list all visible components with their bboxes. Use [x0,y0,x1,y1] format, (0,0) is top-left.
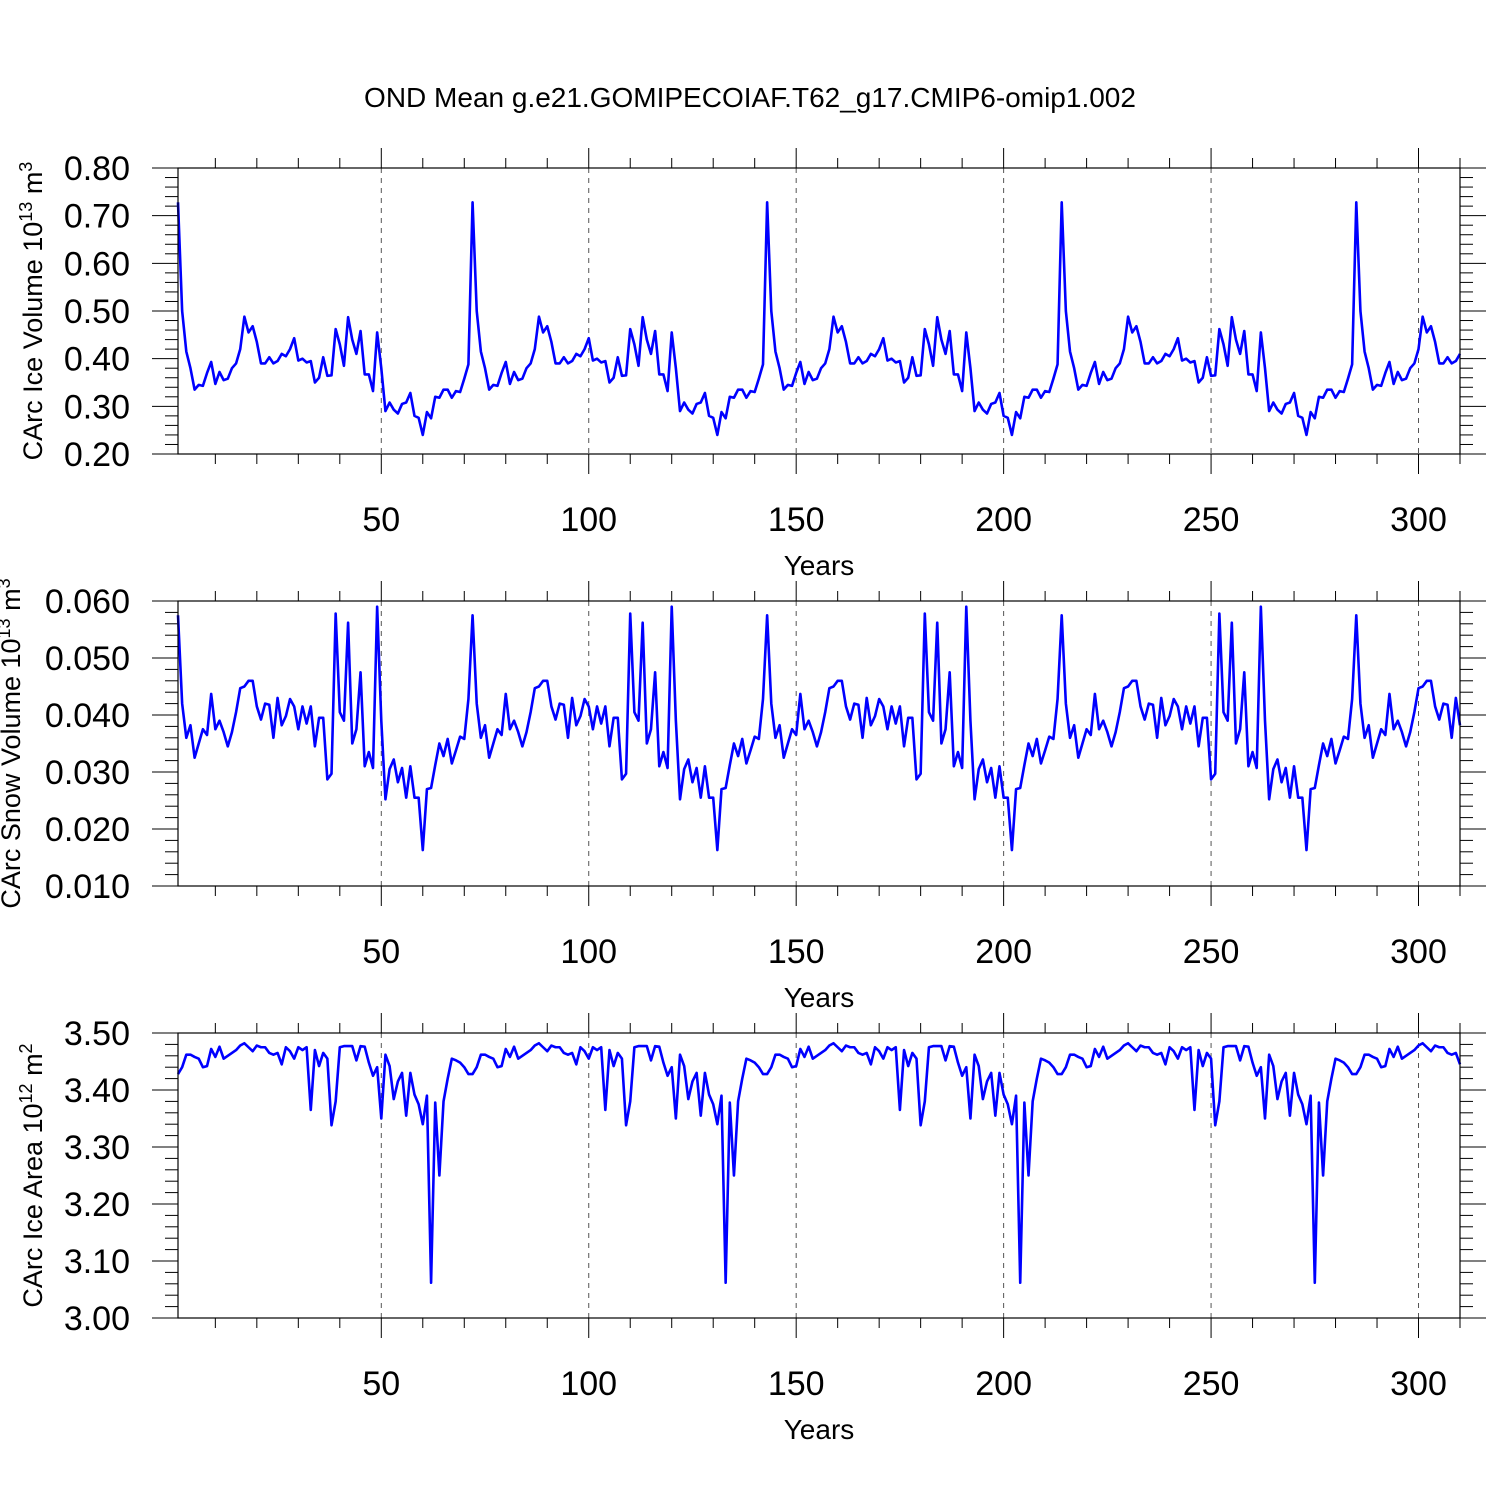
x-tick-label: 100 [560,933,617,971]
x-axis-title: Years [784,1414,855,1445]
x-tick-label: 50 [362,933,400,971]
plot-frame [177,167,1461,455]
y-tick-label: 0.030 [45,754,130,792]
x-tick-label: 200 [975,501,1032,539]
y-tick-label: 3.10 [64,1243,130,1281]
x-tick-label: 300 [1390,501,1447,539]
chart-title: OND Mean g.e21.GOMIPECOIAF.T62_g17.CMIP6… [364,82,1136,113]
ice-volume-panel: 0.20 0.30 0.40 0.50 0.60 0.70 0.80 50 100 150 200 2… [16,148,1486,581]
y-tick-label: 0.020 [45,811,130,849]
x-tick-label: 300 [1390,1365,1447,1403]
y-tick-label: 3.50 [64,1015,130,1053]
x-axis-title: Years [784,550,855,581]
y-tick-label: 0.060 [45,583,130,621]
y-tick-label: 0.50 [64,293,130,331]
x-tick-label: 200 [975,933,1032,971]
x-tick-label: 250 [1183,1365,1240,1403]
x-tick-label: 150 [768,933,825,971]
plot-frame [177,600,1461,887]
y-tick-label: 0.010 [45,868,130,906]
y-tick-label: 3.20 [64,1186,130,1224]
y-axis-title: CArc Snow Volume 1013 m3 [0,578,26,908]
y-tick-label: 3.40 [64,1072,130,1110]
y-tick-label: 0.60 [64,245,130,283]
x-tick-label: 300 [1390,933,1447,971]
y-axis-title: CArc Ice Volume 1013 m3 [16,162,48,461]
data-series-line [176,1041,1462,1284]
x-tick-label: 100 [560,1365,617,1403]
x-tick-label: 50 [362,1365,400,1403]
x-tick-label: 200 [975,1365,1032,1403]
x-tick-label: 150 [768,1365,825,1403]
plot-frame [177,1032,1461,1319]
y-axis-title: CArc Ice Area 1012 m2 [16,1043,48,1307]
y-tick-label: 0.040 [45,697,130,735]
y-tick-label: 0.20 [64,436,130,474]
data-series-line [176,605,1462,852]
y-tick-label: 3.30 [64,1129,130,1167]
y-tick-label: 0.050 [45,640,130,678]
y-tick-label: 0.70 [64,198,130,236]
y-tick-label: 3.00 [64,1300,130,1338]
x-axis-title: Years [784,982,855,1013]
x-tick-label: 250 [1183,933,1240,971]
y-tick-label: 0.30 [64,388,130,426]
x-tick-label: 250 [1183,501,1240,539]
x-tick-label: 150 [768,501,825,539]
x-tick-label: 50 [362,501,400,539]
y-tick-label: 0.40 [64,341,130,379]
data-series-line [176,201,1462,437]
snow-volume-panel: 0.010 0.020 0.030 0.040 0.050 0.060 50 100 150 20… [0,578,1486,1013]
x-tick-label: 100 [560,501,617,539]
ice-area-panel: 3.00 3.10 3.20 3.30 3.40 3.50 50 100 150 200 250 30… [16,1013,1486,1445]
y-tick-label: 0.80 [64,150,130,188]
